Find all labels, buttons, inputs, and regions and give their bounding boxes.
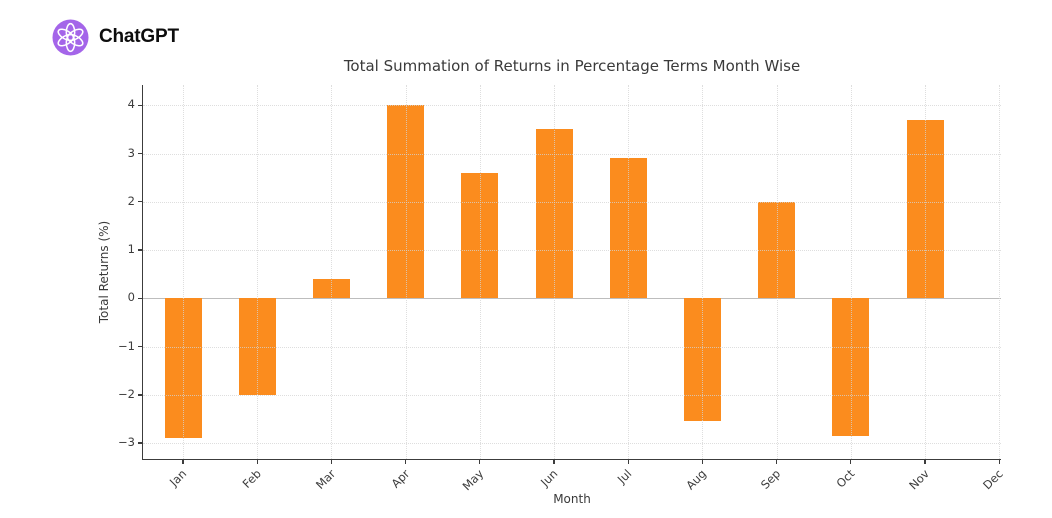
- plot-area: 4 3 2 1 0 −1 −2 −3 Jan Feb Mar Apr May Jun Jul Aug Sep Oc…: [118, 85, 1006, 493]
- y-tick-label-4: 4: [127, 97, 135, 112]
- y-tick--3: [138, 442, 143, 444]
- chatgpt-header: ChatGPT: [0, 0, 1052, 60]
- h-gridline-3: [143, 153, 1001, 155]
- zero-line: [143, 297, 1001, 299]
- y-tick-label-0: 0: [127, 290, 135, 305]
- y-tick-label--1: −1: [118, 338, 135, 353]
- x-tick-label-mar: Mar: [312, 466, 338, 492]
- x-tick-may: [479, 459, 481, 464]
- x-tick-mar: [330, 459, 333, 464]
- v-gridline-dec: [999, 85, 1001, 459]
- v-gridline-jul: [628, 85, 630, 459]
- y-tick-2: [138, 201, 143, 203]
- x-tick-dec: [998, 459, 1000, 464]
- x-tick-oct: [850, 459, 852, 464]
- x-axis-label: Month: [553, 492, 591, 506]
- h-gridline--3: [143, 443, 1001, 445]
- x-tick-label-nov: Nov: [905, 466, 932, 493]
- h-gridline--2: [143, 394, 1001, 396]
- v-gridline-may: [479, 85, 481, 459]
- y-tick--2: [138, 394, 143, 396]
- x-tick-label-dec: Dec: [980, 466, 1006, 493]
- x-tick-label-apr: Apr: [388, 466, 413, 491]
- v-gridline-jan: [183, 85, 184, 459]
- v-gridline-apr: [405, 85, 407, 459]
- y-axis-spine: [142, 85, 144, 459]
- h-gridline-1: [143, 250, 1001, 252]
- x-tick-feb: [256, 459, 258, 464]
- x-tick-label-feb: Feb: [239, 466, 264, 491]
- x-tick-label-jan: Jan: [167, 466, 190, 490]
- y-tick-label--2: −2: [118, 386, 135, 401]
- y-tick-label--3: −3: [118, 435, 135, 450]
- h-gridline--1: [143, 346, 1001, 348]
- y-tick-label-3: 3: [127, 145, 135, 160]
- y-tick-0: [138, 297, 143, 299]
- x-axis-spine: [142, 458, 1001, 460]
- y-tick-1: [138, 249, 143, 251]
- y-axis-label: Total Returns (%): [97, 220, 111, 324]
- x-tick-label-may: May: [459, 466, 487, 494]
- x-tick-jul: [627, 459, 629, 464]
- y-tick-label-2: 2: [127, 193, 135, 208]
- h-gridline-4: [143, 105, 1001, 107]
- x-tick-label-aug: Aug: [683, 466, 709, 493]
- x-tick-sep: [775, 459, 778, 464]
- chatgpt-wordmark: ChatGPT: [99, 26, 179, 47]
- x-tick-nov: [924, 459, 926, 464]
- v-gridline-aug: [702, 85, 704, 459]
- v-gridline-oct: [850, 85, 852, 459]
- x-tick-aug: [701, 459, 704, 464]
- v-gridline-nov: [925, 85, 926, 459]
- v-gridline-mar: [331, 85, 333, 459]
- chatgpt-logo openai-flower-icon: [52, 19, 89, 56]
- h-gridline-2: [143, 201, 1001, 203]
- x-tick-label-jun: Jun: [537, 466, 561, 490]
- x-tick-label-oct: Oct: [833, 466, 858, 491]
- v-gridline-sep: [776, 85, 778, 459]
- y-tick--1: [138, 345, 143, 348]
- v-gridline-jun: [554, 85, 555, 459]
- chart-title: Total Summation of Returns in Percentage…: [343, 57, 801, 75]
- x-tick-jun: [553, 459, 555, 464]
- y-tick-3: [138, 152, 143, 155]
- y-tick-label-1: 1: [127, 242, 135, 257]
- x-tick-jan: [182, 459, 184, 464]
- x-tick-label-sep: Sep: [757, 466, 784, 492]
- x-tick-apr: [404, 459, 407, 464]
- x-tick-label-jul: Jul: [614, 466, 635, 487]
- v-gridline-feb: [257, 85, 259, 459]
- y-tick-4: [138, 104, 143, 106]
